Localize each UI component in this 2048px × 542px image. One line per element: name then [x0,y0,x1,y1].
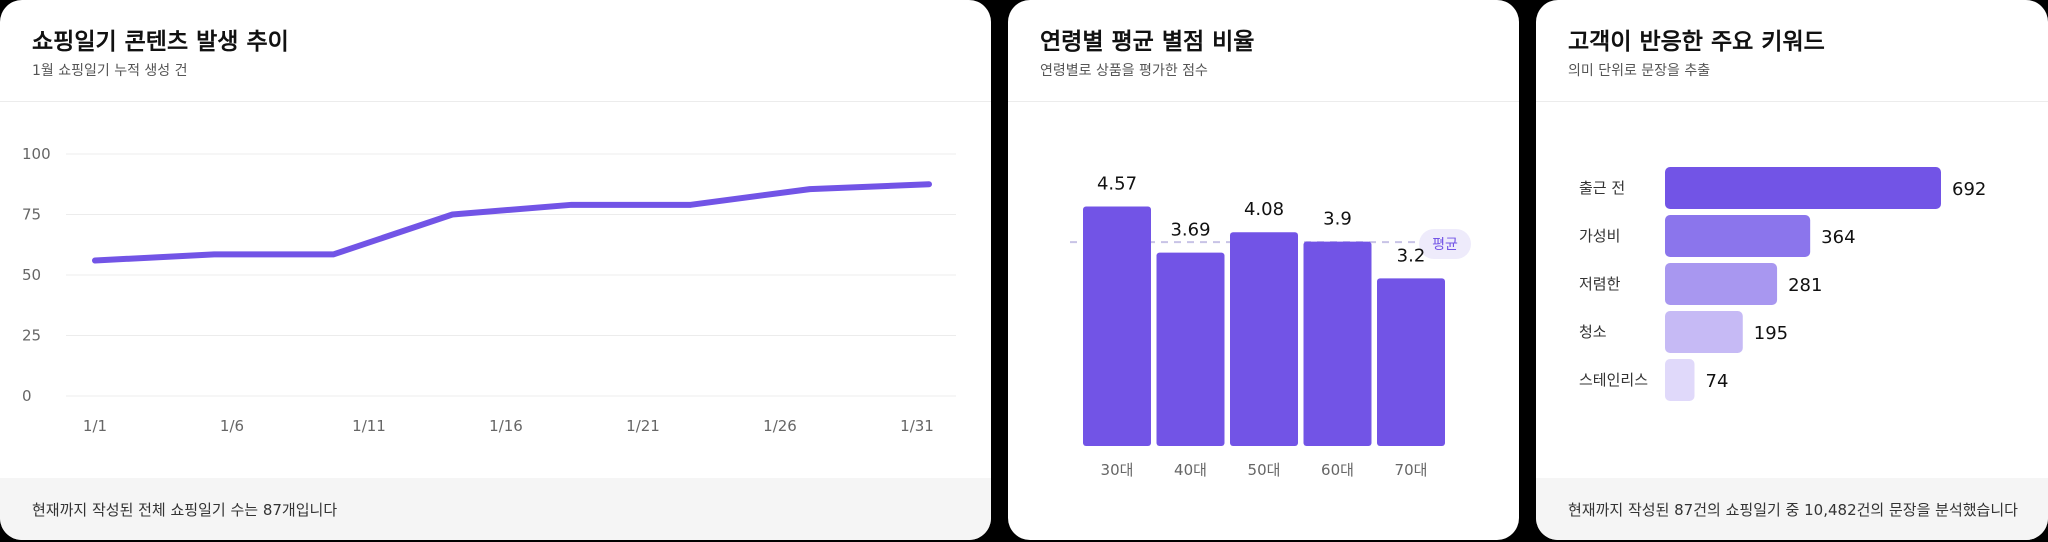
x-tick-label: 1/21 [626,417,660,435]
keyword-bar [1665,263,1778,305]
keyword-card: 고객이 반응한 주요 키워드 의미 단위로 문장을 추출 출근 전 692 가성비 3… [1536,0,2048,540]
bar-value-label: 3.69 [1170,220,1210,241]
card-header: 고객이 반응한 주요 키워드 의미 단위로 문장을 추출 [1536,0,2048,102]
keyword-bar [1665,215,1811,257]
card-header: 쇼핑일기 콘텐츠 발생 추이 1월 쇼핑일기 누적 생성 건 [0,0,991,102]
x-tick-label: 1/16 [489,417,523,435]
card-footer: 현재까지 작성된 전체 쇼핑일기 수는 87개입니다 [0,478,991,540]
y-tick-label: 75 [22,206,41,224]
card-subtitle: 의미 단위로 문장을 추출 [1568,63,1711,79]
x-tick-label: 1/1 [83,417,107,435]
trend-card: 쇼핑일기 콘텐츠 발생 추이 1월 쇼핑일기 누적 생성 건 0 25 50 75 10… [0,0,991,540]
x-tick-label: 50대 [1248,461,1281,479]
keyword-bar [1665,167,1941,209]
bar [1156,252,1225,446]
x-tick-label: 30대 [1101,461,1134,479]
average-label: 평균 [1432,237,1458,253]
x-tick-label: 1/11 [352,417,386,435]
keyword-value: 692 [1952,179,1986,200]
bar-value-label: 3.2 [1397,245,1426,266]
keyword-value: 74 [1706,371,1729,392]
keyword-value: 195 [1754,323,1788,344]
x-tick-label: 70대 [1395,461,1428,479]
y-tick-label: 100 [22,145,51,163]
card-footer: 현재까지 작성된 87건의 쇼핑일기 중 10,482건의 문장을 분석했습니다 [1536,478,2048,540]
bar-value-label: 4.08 [1244,199,1284,220]
card-subtitle: 연령별로 상품을 평가한 점수 [1040,63,1208,79]
card-subtitle: 1월 쇼핑일기 누적 생성 건 [32,63,188,79]
x-tick-label: 40대 [1174,461,1207,479]
keyword-label: 스테인리스 [1579,371,1648,389]
series-line [92,181,932,264]
bar [1303,241,1372,446]
bar-value-label: 3.9 [1323,209,1352,230]
y-tick-label: 50 [22,266,41,284]
line-chart: 0 25 50 75 100 1/1 1/6 1/11 1/16 1/21 1/26 1/31 [22,145,956,435]
bar [1377,278,1445,446]
footer-text: 현재까지 작성된 87건의 쇼핑일기 중 10,482건의 문장을 분석했습니다 [1568,501,2018,519]
keyword-label: 가성비 [1579,227,1620,245]
card-title: 연령별 평균 별점 비율 [1040,29,1255,55]
keyword-bar [1665,311,1743,353]
average-badge [1419,229,1471,259]
card-header: 연령별 평균 별점 비율 연령별로 상품을 평가한 점수 [1008,0,1519,102]
bar [1230,232,1298,446]
y-tick-label: 25 [22,327,41,345]
bar-chart: 평균 4.57 30대 3.69 40대 4.08 50대 3.9 60대 3.2 70대 [1070,174,1471,479]
bar [1083,206,1151,446]
keyword-label: 저렴한 [1579,275,1621,293]
age-rating-card: 연령별 평균 별점 비율 연령별로 상품을 평가한 점수 평균 4.57 30대 3.… [1008,0,1519,540]
keyword-label: 청소 [1579,323,1607,341]
x-tick-label: 1/26 [763,417,797,435]
footer-text: 현재까지 작성된 전체 쇼핑일기 수는 87개입니다 [32,501,338,519]
keyword-label: 출근 전 [1579,179,1625,197]
keyword-value: 364 [1821,227,1855,248]
card-title: 쇼핑일기 콘텐츠 발생 추이 [32,29,289,55]
keyword-bar-chart: 출근 전 692 가성비 364 저렴한 281 청소 195 스테인리스 74 [1579,167,1986,401]
y-tick-label: 0 [22,387,32,405]
card-title: 고객이 반응한 주요 키워드 [1568,29,1825,55]
keyword-value: 281 [1788,275,1822,296]
x-tick-label: 1/31 [900,417,934,435]
keyword-bar [1665,359,1695,401]
x-tick-label: 1/6 [220,417,244,435]
bar-value-label: 4.57 [1097,174,1137,195]
x-tick-label: 60대 [1321,461,1354,479]
